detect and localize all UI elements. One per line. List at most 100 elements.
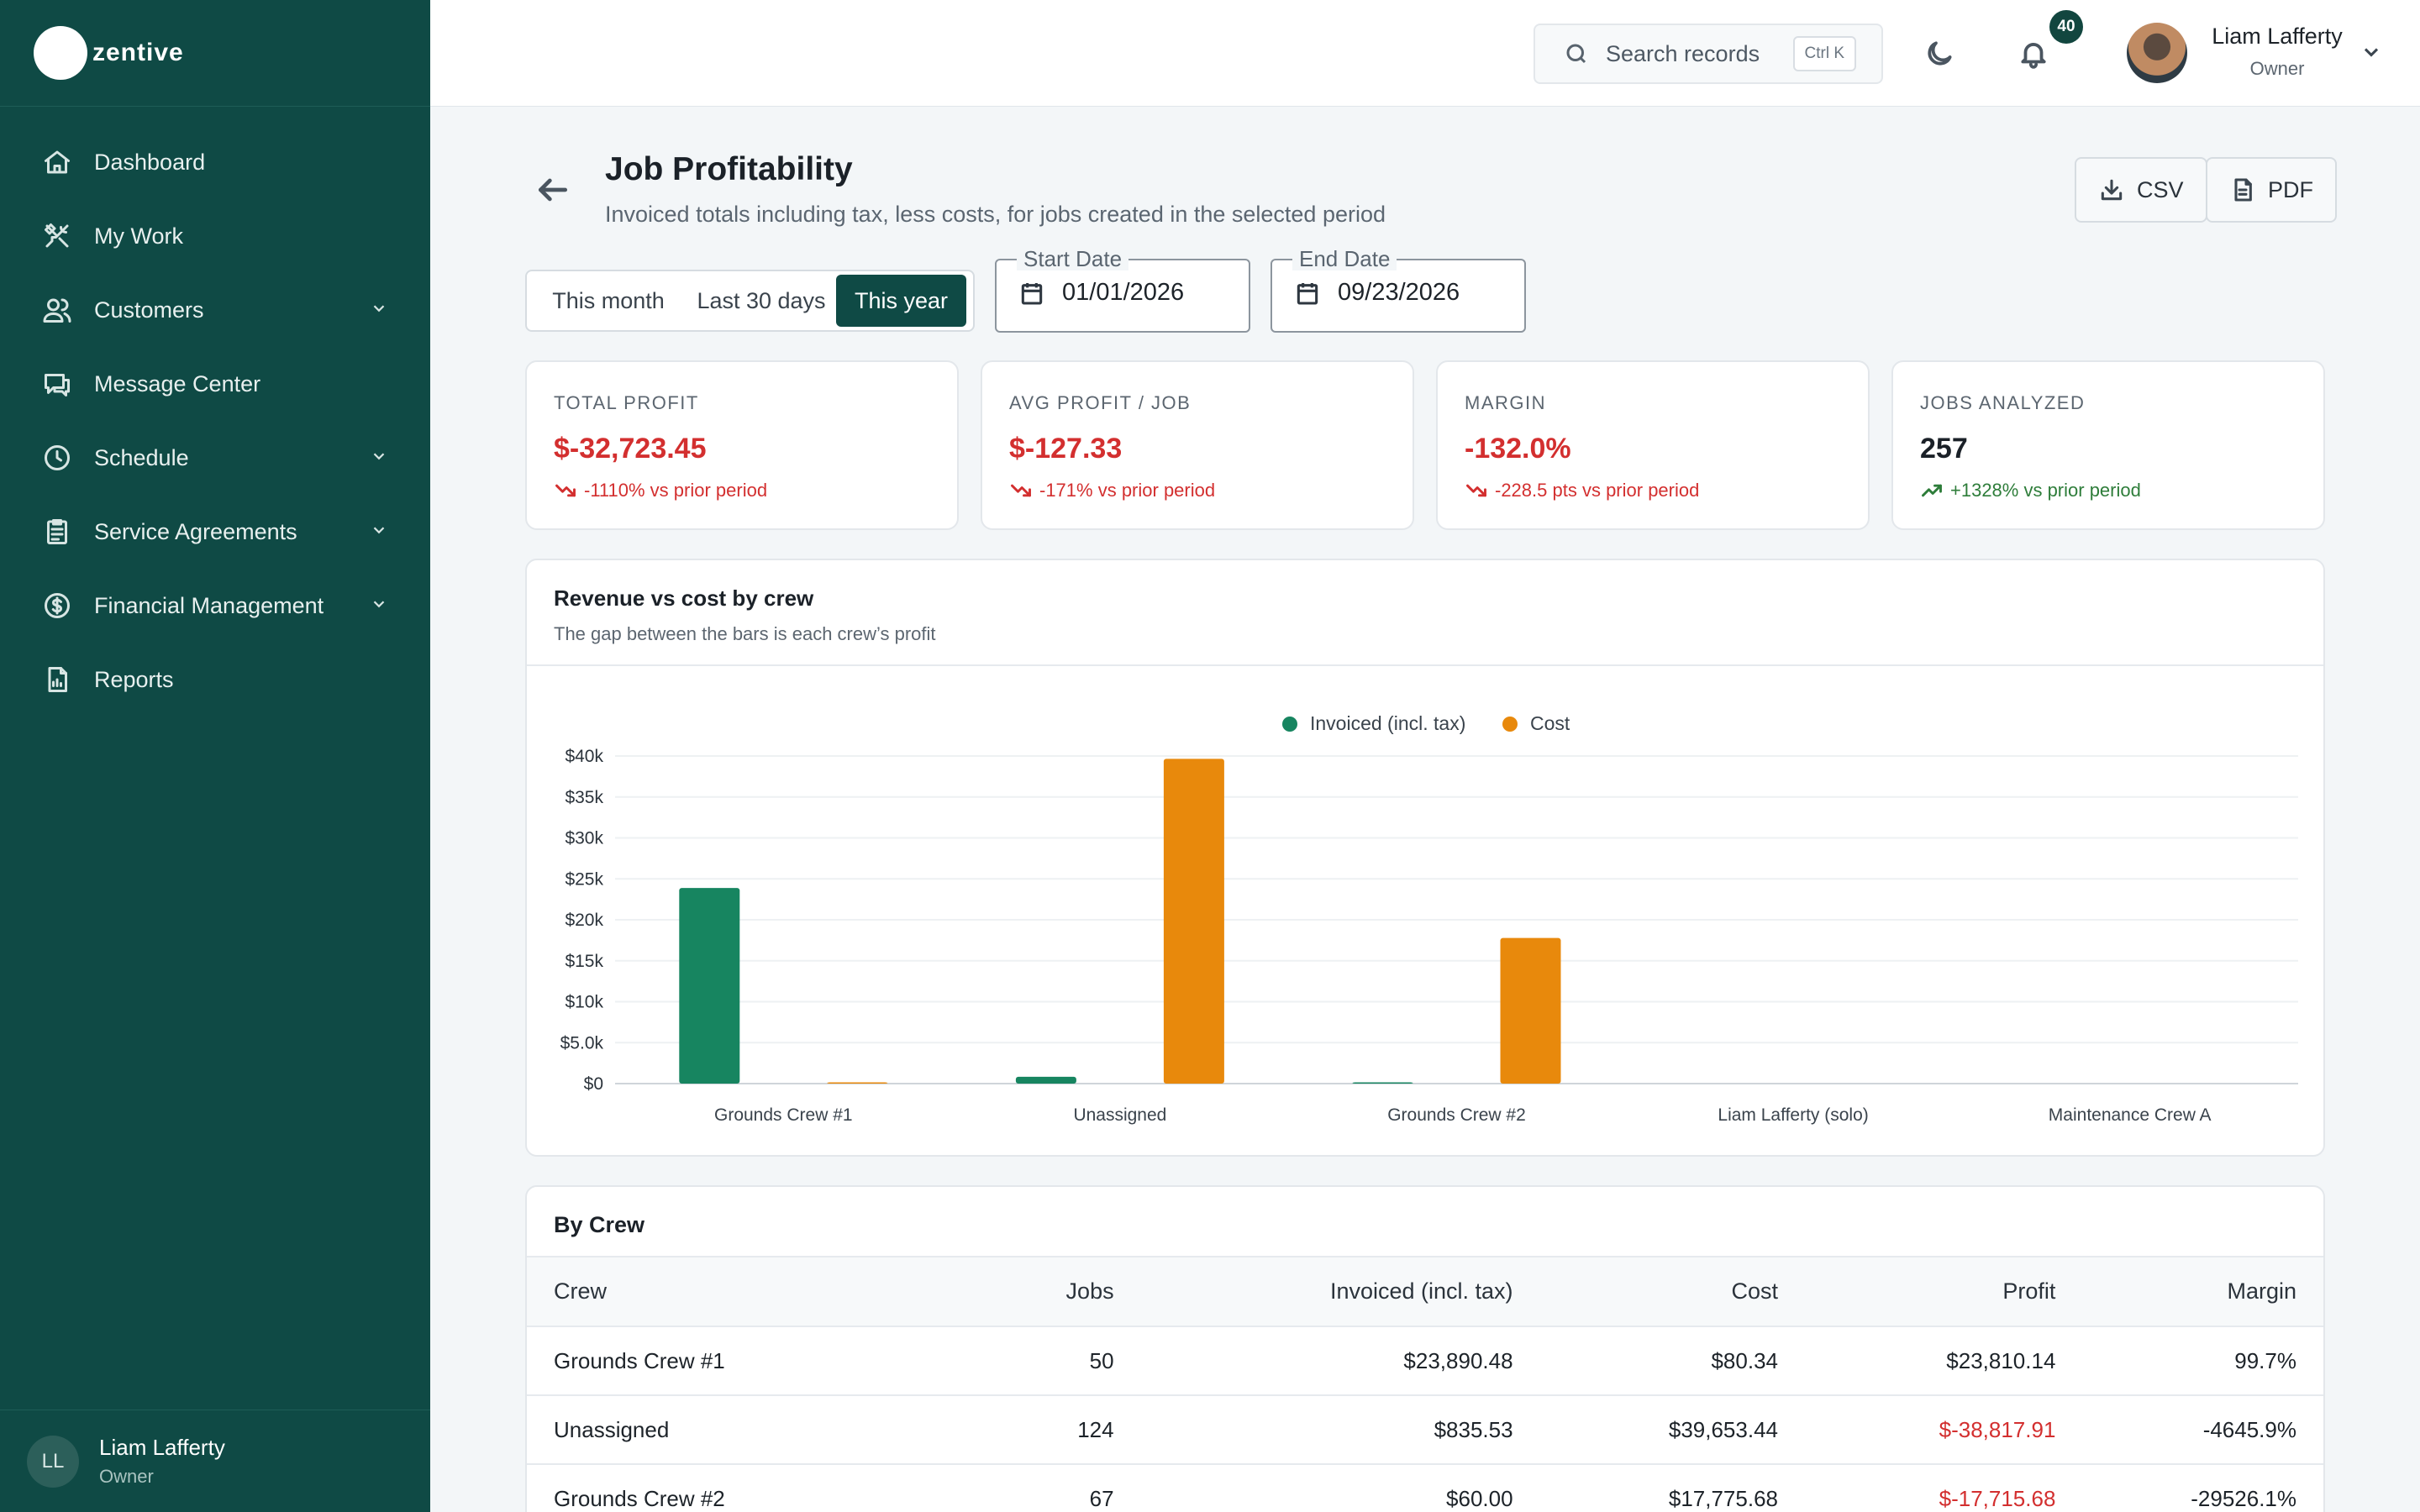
cell-invoiced: $23,890.48 — [1113, 1326, 1513, 1396]
start-date-field[interactable]: Start Date 01/01/2026 — [995, 247, 1250, 333]
cell-jobs: 67 — [896, 1464, 1114, 1512]
kpi-card-jobs-analyzed: JOBS ANALYZED 257 +1328% vs prior period — [1891, 360, 2325, 530]
y-tick-label: $20k — [565, 911, 603, 930]
clock-icon — [40, 441, 74, 475]
search-shortcut: Ctrl K — [1792, 36, 1856, 71]
table-row[interactable]: Grounds Crew #2 67 $60.00 $17,775.68 $-1… — [527, 1464, 2323, 1512]
table-row[interactable]: Unassigned 124 $835.53 $39,653.44 $-38,8… — [527, 1395, 2323, 1465]
column-header-margin[interactable]: Margin — [2055, 1257, 2323, 1327]
x-tick-label: Unassigned — [1073, 1105, 1166, 1125]
y-tick-label: $40k — [565, 747, 603, 766]
trend-down-icon — [1011, 484, 1031, 497]
kpi-card-margin: MARGIN -132.0% -228.5 pts vs prior perio… — [1436, 360, 1870, 530]
cell-invoiced: $835.53 — [1113, 1395, 1513, 1465]
notifications-button[interactable] — [2015, 35, 2052, 72]
brand-logo — [34, 26, 87, 80]
sidebar-item-financial-management[interactable]: Financial Management — [0, 569, 430, 643]
legend-marker — [1282, 717, 1297, 732]
sidebar-item-dashboard[interactable]: Dashboard — [0, 125, 430, 199]
back-button[interactable] — [534, 171, 571, 213]
kpi-delta: +1328% vs prior period — [1920, 479, 2296, 502]
x-tick-label: Grounds Crew #1 — [714, 1105, 853, 1125]
sidebar-item-message-center[interactable]: Message Center — [0, 347, 430, 421]
sidebar-item-my-work[interactable]: My Work — [0, 199, 430, 273]
range-this-month[interactable]: This month — [552, 287, 665, 313]
sidebar-item-label: Dashboard — [94, 149, 206, 175]
sidebar-user[interactable]: LL Liam Lafferty Owner — [0, 1410, 430, 1512]
cell-jobs: 124 — [896, 1395, 1114, 1465]
sidebar-item-reports[interactable]: Reports — [0, 643, 430, 717]
sidebar-item-label: Financial Management — [94, 592, 324, 618]
y-tick-label: $10k — [565, 993, 603, 1012]
y-tick-label: $5.0k — [560, 1033, 604, 1053]
column-header-invoiced[interactable]: Invoiced (incl. tax) — [1113, 1257, 1513, 1327]
chevron-down-icon[interactable] — [370, 299, 388, 322]
bar — [1015, 1076, 1076, 1084]
sidebar-item-customers[interactable]: Customers — [0, 273, 430, 347]
kpi-delta-text: -171% vs prior period — [1039, 480, 1216, 501]
download-icon — [2101, 179, 2123, 201]
sidebar-item-service-agreements[interactable]: Service Agreements — [0, 495, 430, 569]
column-header-crew[interactable]: Crew — [527, 1257, 897, 1327]
column-header-jobs[interactable]: Jobs — [896, 1257, 1114, 1327]
chart-title: Revenue vs cost by crew — [554, 585, 814, 611]
bell-icon — [2021, 43, 2046, 69]
user-menu[interactable]: Liam Lafferty Owner — [2202, 24, 2353, 80]
chevron-down-icon[interactable] — [2360, 40, 2383, 68]
home-icon — [40, 145, 74, 179]
kpi-card-avg-profit: AVG PROFIT / JOB $-127.33 -171% vs prior… — [981, 360, 1414, 530]
trend-down-icon — [1466, 484, 1486, 497]
dark-mode-toggle[interactable] — [1921, 35, 1958, 72]
kpi-label: MARGIN — [1465, 392, 1546, 413]
avatar[interactable] — [2127, 23, 2187, 83]
brand[interactable]: zentive — [0, 0, 430, 107]
cell-margin: 99.7% — [2055, 1326, 2323, 1396]
y-tick-label: $35k — [565, 788, 603, 807]
legend-label: Cost — [1530, 712, 1570, 734]
table-row[interactable]: Grounds Crew #1 50 $23,890.48 $80.34 $23… — [527, 1326, 2323, 1396]
column-header-cost[interactable]: Cost — [1512, 1257, 1778, 1327]
kpi-delta: -171% vs prior period — [1009, 479, 1386, 502]
page-title: Job Profitability — [605, 151, 853, 187]
end-date-field[interactable]: End Date 09/23/2026 — [1270, 247, 1526, 333]
kpi-delta-text: -1110% vs prior period — [584, 480, 768, 501]
kpi-card-total-profit: TOTAL PROFIT $-32,723.45 -1110% vs prior… — [525, 360, 959, 530]
bar — [827, 1082, 888, 1084]
sidebar-item-schedule[interactable]: Schedule — [0, 421, 430, 495]
range-last-30-days[interactable]: Last 30 days — [697, 287, 826, 313]
chevron-down-icon[interactable] — [370, 521, 388, 543]
bar — [679, 888, 740, 1084]
cell-cost: $17,775.68 — [1512, 1464, 1778, 1512]
chevron-down-icon[interactable] — [370, 447, 388, 470]
export-csv-button[interactable]: CSV — [2075, 157, 2207, 223]
sidebar-item-label: Service Agreements — [94, 518, 297, 544]
search-input[interactable]: Search records Ctrl K — [1534, 24, 1883, 84]
y-tick-label: $15k — [565, 952, 603, 971]
sidebar-item-label: Message Center — [94, 370, 261, 396]
x-tick-label: Liam Lafferty (solo) — [1718, 1105, 1868, 1125]
cell-profit: $-38,817.91 — [1778, 1395, 2056, 1465]
x-tick-label: Maintenance Crew A — [2049, 1105, 2212, 1125]
legend-marker — [1502, 717, 1518, 732]
page-subtitle: Invoiced totals including tax, less cost… — [605, 202, 1386, 227]
kpi-value: -132.0% — [1465, 433, 1571, 465]
export-pdf-button[interactable]: PDF — [2206, 157, 2337, 223]
cell-profit: $-17,715.68 — [1778, 1464, 2056, 1512]
chevron-down-icon[interactable] — [370, 595, 388, 617]
search-icon — [1566, 44, 1586, 64]
kpi-value: $-127.33 — [1009, 433, 1123, 465]
trend-up-icon — [1922, 484, 1942, 497]
kpi-label: JOBS ANALYZED — [1920, 392, 2086, 413]
range-this-year[interactable]: This year — [836, 275, 966, 327]
cell-crew: Grounds Crew #2 — [527, 1464, 897, 1512]
kpi-label: TOTAL PROFIT — [554, 392, 699, 413]
column-header-profit[interactable]: Profit — [1778, 1257, 2056, 1327]
sidebar-user-name: Liam Lafferty — [99, 1435, 225, 1460]
calendar-icon — [1021, 282, 1043, 305]
cell-cost: $39,653.44 — [1512, 1395, 1778, 1465]
cell-margin: -4645.9% — [2055, 1395, 2323, 1465]
kpi-label: AVG PROFIT / JOB — [1009, 392, 1192, 413]
dollar-icon — [40, 589, 74, 622]
crew-table: Crew Jobs Invoiced (incl. tax) Cost Prof… — [527, 1257, 2323, 1512]
clipboard-icon — [40, 515, 74, 549]
